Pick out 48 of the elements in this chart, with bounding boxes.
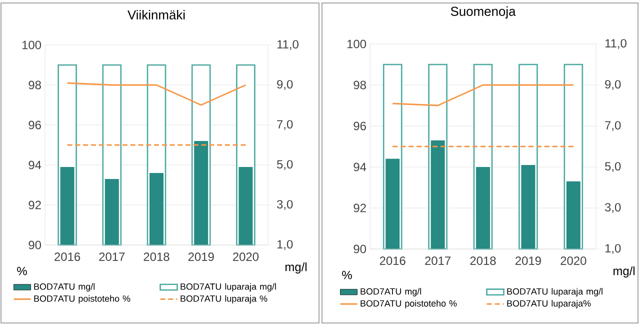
x-tick-label: 2018 — [144, 252, 170, 261]
y-axis-title: % — [17, 266, 27, 276]
y2-tick-label: 11,0 — [277, 40, 298, 50]
chart-title: Suomenoja — [450, 6, 516, 18]
y-tick-label: 98 — [28, 80, 41, 90]
y2-tick-label: 11,0 — [605, 39, 626, 49]
y2-tick-label: 9,0 — [605, 80, 621, 90]
y-tick-label: 100 — [22, 40, 42, 50]
y2-tick-label: 1,0 — [605, 244, 621, 254]
y-tick-label: 100 — [347, 40, 366, 48]
y2-tick-label: 7,0 — [277, 120, 293, 130]
y-tick-label: 94 — [28, 160, 42, 170]
x-tick-label: 2016 — [54, 252, 80, 261]
x-tick-label: 2018 — [470, 256, 496, 265]
legend-label: BOD7ATU mg/l — [34, 283, 95, 292]
y2-tick-label: 3,0 — [276, 200, 293, 210]
x-tick-label: 2016 — [380, 256, 406, 265]
y2-axis-title: mg/l — [614, 266, 635, 278]
y2-tick-label: 9,0 — [277, 80, 293, 90]
y-tick-label: 96 — [28, 120, 41, 130]
y-tick-label: 98 — [354, 80, 366, 90]
y-tick-label: 90 — [28, 240, 42, 250]
x-tick-label: 2017 — [425, 256, 450, 265]
legend-label: BOD7ATU luparaja% — [507, 300, 591, 308]
legend-label: BOD7ATU luparaja mg/l — [180, 283, 276, 292]
y-tick-label: 90 — [354, 244, 366, 254]
y2-tick-label: 1,0 — [277, 240, 293, 250]
legend-label: BOD7ATU luparaja % — [180, 295, 268, 304]
y2-tick-label: 5,0 — [277, 160, 293, 170]
y2-tick-label: 3,0 — [604, 203, 621, 213]
x-tick-label: 2020 — [560, 256, 586, 265]
y-tick-label: 96 — [354, 122, 366, 130]
y-tick-label: 94 — [354, 162, 366, 172]
legend-label: BOD7ATU luparaja mg/l — [507, 288, 602, 296]
y2-tick-label: 7,0 — [605, 121, 621, 131]
chart-title: Viikinmäki — [128, 10, 185, 20]
x-tick-label: 2020 — [233, 252, 259, 261]
y2-tick-label: 5,0 — [605, 162, 621, 172]
y-tick-label: 92 — [28, 200, 41, 210]
y-tick-label: 92 — [354, 204, 366, 212]
legend-label: BOD7ATU poistoteho % — [360, 300, 457, 308]
legend-label: BOD7ATU mg/l — [360, 288, 422, 296]
y2-axis-title: mg/l — [286, 262, 306, 274]
legend-label: BOD7ATU poistoteho % — [34, 295, 130, 304]
x-tick-label: 2019 — [188, 252, 214, 261]
y-axis-title: % — [342, 270, 352, 280]
x-tick-label: 2019 — [516, 256, 541, 265]
x-tick-label: 2017 — [99, 252, 125, 261]
